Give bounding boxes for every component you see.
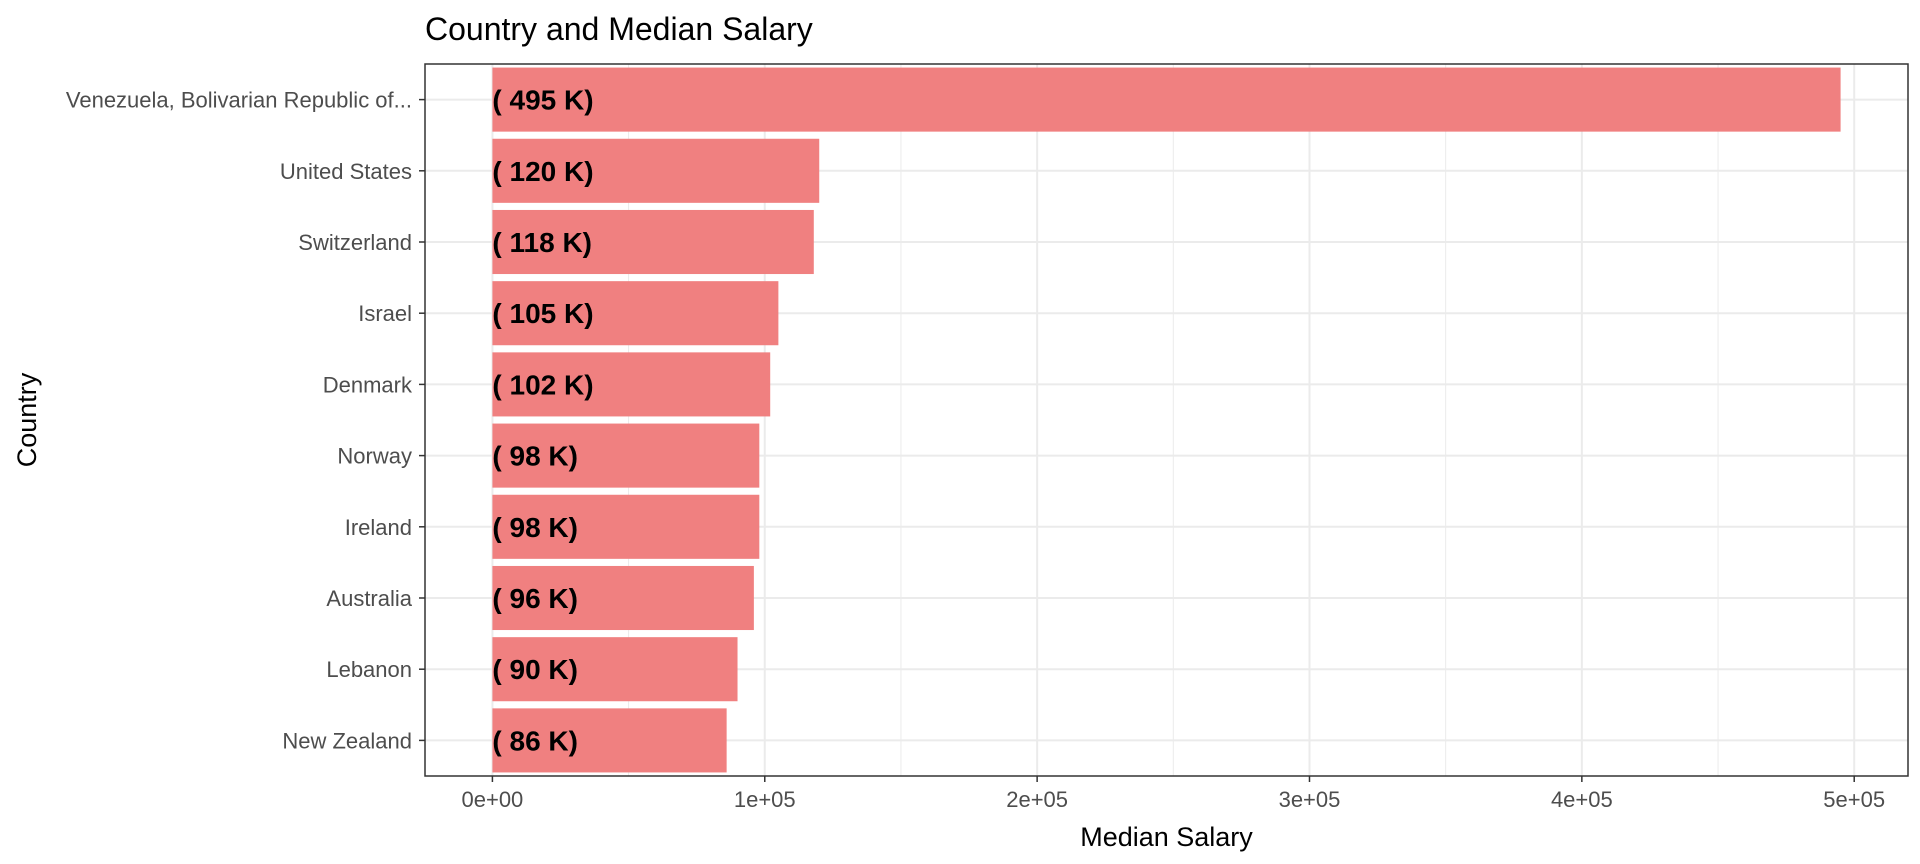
- data-label: ( 98 K): [492, 512, 578, 543]
- x-tick-label: 0e+00: [462, 787, 524, 812]
- bar-australia: [492, 565, 754, 631]
- bar-denmark: [492, 352, 771, 417]
- y-tick-label: Israel: [358, 301, 412, 326]
- bar-new-zealand: [492, 708, 727, 773]
- panel-border: [424, 63, 1909, 777]
- data-label: ( 120 K): [492, 156, 593, 187]
- data-label: ( 96 K): [492, 583, 578, 614]
- y-tick-label: Ireland: [345, 515, 412, 540]
- y-axis-title: Country: [12, 372, 42, 467]
- bar-layer: [492, 67, 1841, 773]
- data-label: ( 495 K): [492, 85, 593, 116]
- data-label: ( 105 K): [492, 298, 593, 329]
- data-label: ( 98 K): [492, 441, 578, 472]
- y-tick-label: Lebanon: [326, 657, 412, 682]
- y-tick-label: United States: [280, 159, 412, 184]
- y-tick-label: Norway: [337, 444, 412, 469]
- bar-israel: [492, 281, 779, 346]
- data-label-layer: ( 495 K) ( 120 K) ( 118 K) ( 105 K) ( 102 K)…: [492, 85, 593, 757]
- data-label: ( 102 K): [492, 369, 593, 400]
- bar-united-states: [492, 138, 820, 203]
- bar-norway: [492, 423, 760, 488]
- bar-lebanon: [492, 637, 738, 702]
- y-tick-label: New Zealand: [282, 728, 412, 753]
- y-tick-label: Switzerland: [298, 230, 412, 255]
- y-axis: Venezuela, Bolivarian Republic of... Unit…: [66, 88, 425, 753]
- x-tick-label: 3e+05: [1279, 787, 1341, 812]
- x-tick-label: 4e+05: [1551, 787, 1613, 812]
- y-tick-label: Venezuela, Bolivarian Republic of...: [66, 88, 412, 113]
- bar-venezuela-bolivarian-republic-of: [492, 67, 1841, 132]
- y-tick-label: Australia: [326, 586, 412, 611]
- x-axis-title: Median Salary: [1080, 822, 1253, 852]
- x-tick-label: 1e+05: [734, 787, 796, 812]
- data-label: ( 90 K): [492, 654, 578, 685]
- data-label: ( 118 K): [492, 227, 592, 258]
- bar-ireland: [492, 494, 760, 559]
- x-tick-label: 2e+05: [1006, 787, 1068, 812]
- y-tick-label: Denmark: [323, 372, 413, 397]
- data-label: ( 86 K): [492, 725, 578, 756]
- bar-switzerland: [492, 209, 814, 275]
- x-axis: 0e+00 1e+05 2e+05 3e+05 4e+05 5e+05: [462, 776, 1885, 812]
- x-tick-label: 5e+05: [1823, 787, 1885, 812]
- chart-title: Country and Median Salary: [425, 11, 813, 47]
